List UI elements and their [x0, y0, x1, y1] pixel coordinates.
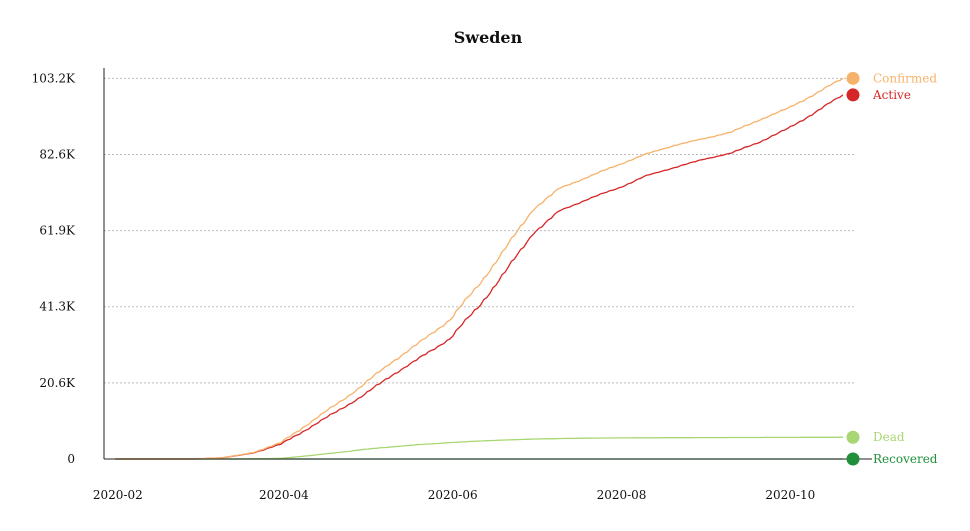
legend-label-confirmed: Confirmed [873, 71, 937, 85]
chart-title: Sweden [454, 28, 523, 47]
legend-label-dead: Dead [873, 430, 905, 444]
x-tick-label: 2020-10 [765, 488, 815, 502]
series-line-active [115, 94, 844, 460]
x-tick-label: 2020-08 [597, 488, 647, 502]
x-tick-labels: 2020-02 2020-04 2020-06 2020-08 2020-10 [93, 488, 815, 502]
legend-marker-dead [846, 430, 860, 444]
grid-lines [104, 77, 854, 384]
y-tick-labels: 0 20.6K 41.3K 61.9K 82.6K 103.2K [32, 71, 76, 466]
axes [103, 68, 872, 460]
y-tick-label: 103.2K [32, 71, 76, 85]
series-line-dead [115, 436, 843, 460]
y-tick-label: 61.9K [39, 224, 76, 238]
series-lines [115, 77, 844, 460]
legend-label-active: Active [872, 88, 911, 102]
series-line-confirmed [115, 77, 844, 460]
x-tick-label: 2020-02 [93, 488, 143, 502]
y-tick-label: 0 [67, 452, 75, 466]
y-tick-label: 20.6K [39, 376, 76, 390]
y-tick-label: 82.6K [39, 147, 76, 161]
y-tick-label: 41.3K [39, 300, 76, 314]
x-tick-label: 2020-06 [428, 488, 478, 502]
legend-marker-confirmed [846, 71, 860, 85]
legend-marker-recovered [846, 452, 860, 466]
x-tick-label: 2020-04 [259, 488, 309, 502]
legend-label-recovered: Recovered [873, 452, 938, 466]
legend: Recovered Dead Active Confirmed [846, 71, 938, 466]
legend-marker-active [846, 88, 860, 102]
